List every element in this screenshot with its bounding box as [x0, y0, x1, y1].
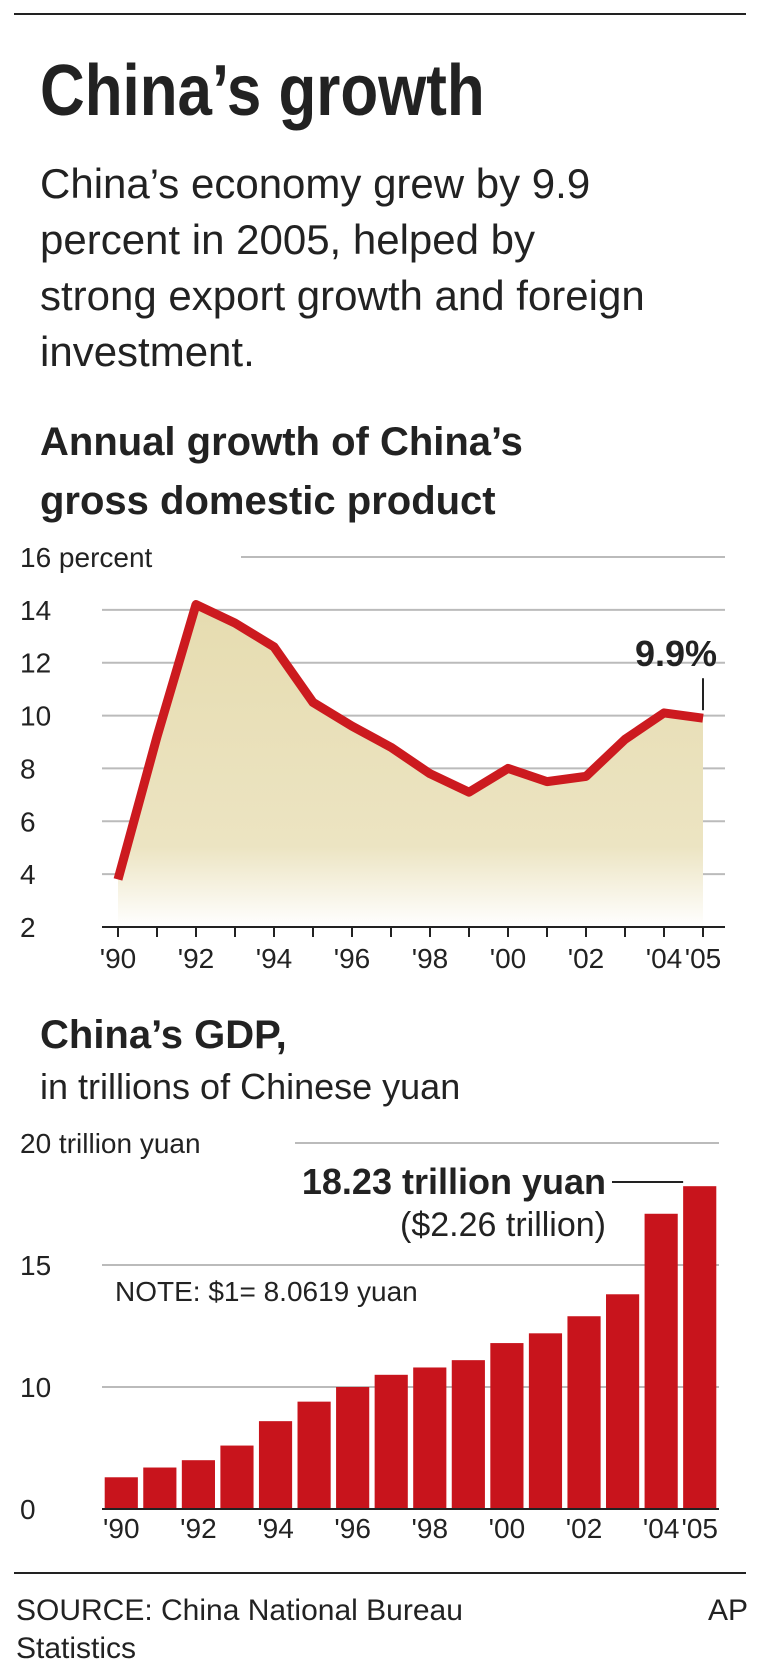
x-tick-label: '04	[643, 1513, 680, 1544]
y-tick-label: 8	[20, 753, 36, 784]
annotation: NOTE: $1= 8.0619 yuan	[115, 1276, 418, 1307]
x-tick-label: '90	[100, 943, 137, 974]
bar	[644, 1213, 678, 1509]
x-tick-label: '02	[568, 943, 605, 974]
x-tick-label: '92	[178, 943, 215, 974]
y-tick-label: 14	[20, 595, 51, 626]
y-tick-label: 10	[20, 1372, 51, 1403]
x-tick-label: '05	[685, 943, 722, 974]
bar	[567, 1316, 601, 1509]
chart-subtitle: in trillions of Chinese yuan	[40, 1066, 460, 1107]
y-tick-label: 16 percent	[20, 542, 153, 573]
bar	[181, 1460, 215, 1509]
source: SOURCE: China National Bureau	[16, 1594, 463, 1627]
bar	[490, 1343, 524, 1509]
y-tick-label: 6	[20, 806, 36, 837]
subtitle: strong export growth and foreign	[40, 272, 645, 319]
annotation: 18.23 trillion yuan	[302, 1161, 606, 1202]
x-tick-label: '04	[646, 943, 683, 974]
x-tick-label: '96	[334, 943, 371, 974]
x-tick-label: '98	[412, 943, 449, 974]
title: China’s growth	[40, 51, 485, 131]
subtitle: China’s economy grew by 9.9	[40, 160, 590, 207]
bar	[413, 1367, 447, 1509]
bar	[104, 1477, 138, 1509]
bar	[336, 1387, 370, 1509]
x-tick-label: '92	[180, 1513, 217, 1544]
chart-title: gross domestic product	[40, 479, 496, 523]
y-tick-label: 20 trillion yuan	[20, 1128, 201, 1159]
bar	[374, 1374, 408, 1509]
chart-title: Annual growth of China’s	[40, 420, 523, 464]
credit: AP	[708, 1594, 748, 1627]
subtitle: percent in 2005, helped by	[40, 216, 535, 263]
y-tick-label: 10	[20, 701, 51, 732]
x-tick-label: '94	[257, 1513, 294, 1544]
x-tick-label: '96	[334, 1513, 371, 1544]
source: Statistics	[16, 1632, 136, 1665]
y-tick-label: 15	[20, 1250, 51, 1281]
x-tick-label: '05	[681, 1513, 718, 1544]
bar	[143, 1467, 177, 1509]
subtitle: investment.	[40, 328, 255, 375]
line	[113, 600, 704, 881]
x-tick-label: '90	[103, 1513, 140, 1544]
bar	[451, 1360, 485, 1509]
x-tick-label: '00	[489, 1513, 526, 1544]
bar	[220, 1445, 254, 1509]
y-tick-label: 2	[20, 912, 36, 943]
annotation: 9.9%	[635, 633, 717, 674]
x-tick-label: '98	[412, 1513, 449, 1544]
y-tick-label: 12	[20, 648, 51, 679]
bar	[528, 1333, 563, 1509]
bar	[683, 1186, 717, 1509]
bar	[606, 1294, 640, 1509]
x-tick-label: '94	[256, 943, 293, 974]
y-tick-label: 4	[20, 859, 36, 890]
x-tick-label: '02	[566, 1513, 603, 1544]
y-tick-label: 0	[20, 1494, 36, 1525]
annotation: ($2.26 trillion)	[400, 1206, 606, 1244]
bar	[258, 1421, 293, 1509]
chart-title: China’s GDP,	[40, 1013, 287, 1057]
x-tick-label: '00	[490, 943, 527, 974]
bar	[297, 1401, 331, 1509]
